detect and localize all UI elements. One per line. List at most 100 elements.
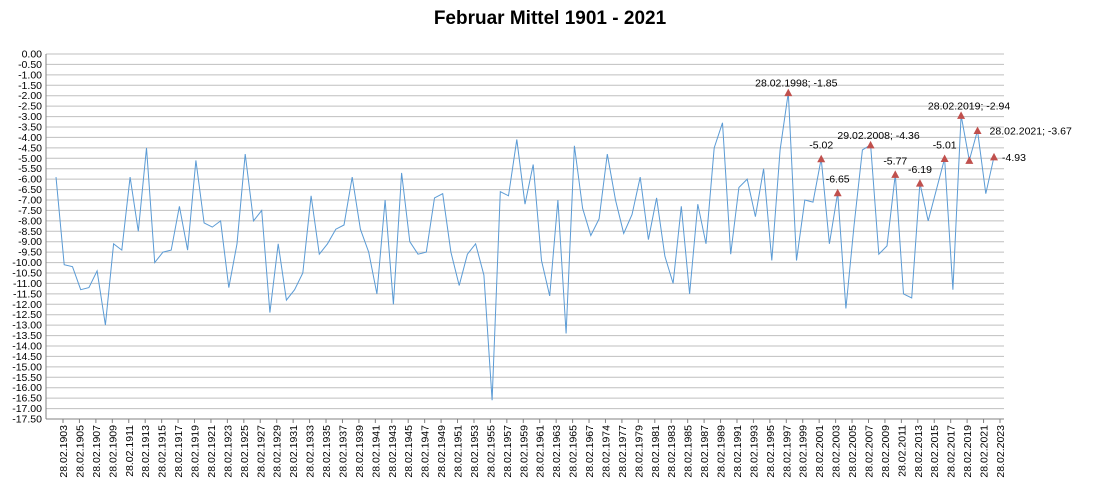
x-tick-label: 28.02.1907 (91, 425, 103, 478)
data-marker (957, 111, 966, 119)
x-tick-label: 28.02.1927 (255, 425, 267, 478)
y-tick-label: -8.00 (18, 215, 42, 227)
x-tick-label: 28.02.1957 (502, 425, 514, 478)
data-marker (973, 126, 982, 135)
x-tick-label: 28.02.1915 (157, 425, 169, 478)
x-tick-label: 28.02.1967 (584, 425, 596, 478)
chart-title: Februar Mittel 1901 - 2021 (433, 8, 667, 29)
data-label: 28.02.2021; -3.67 (990, 126, 1072, 138)
y-tick-label: -8.50 (18, 226, 42, 238)
y-tick-labels: 0.00-0.50-1.00-1.50-2.00-2.50-3.00-3.50-… (12, 49, 42, 426)
y-tick-label: -11.50 (13, 288, 42, 300)
x-tick-label: 28.02.1983 (666, 425, 678, 478)
y-tick-label: -3.00 (18, 111, 42, 123)
data-marker (940, 154, 949, 162)
y-tick-label: -15.00 (12, 361, 42, 373)
x-tick-label: 28.02.1991 (732, 425, 744, 478)
y-tick-label: -1.50 (18, 80, 42, 92)
x-tick-label: 28.02.1913 (140, 425, 152, 478)
annotation-layer: 28.02.1998; -1.85 -5.02 -6.65 29.02.2008; -… (755, 78, 1072, 186)
x-tick-label: 28.02.1945 (403, 425, 415, 478)
data-label: -5.02 (809, 140, 833, 152)
x-tick-label: 28.02.1965 (568, 425, 580, 478)
x-tick-label: 28.02.1943 (387, 425, 399, 478)
x-tick-label: 28.02.1923 (222, 425, 234, 478)
x-tick-label: 28.02.2005 (847, 425, 859, 478)
x-tick-label: 28.02.1955 (485, 425, 497, 478)
data-label: -5.77 (883, 155, 907, 167)
x-tick-label: 28.02.2013 (913, 425, 925, 478)
y-tick-label: -4.50 (18, 142, 42, 154)
x-tick-label: 28.02.1963 (551, 425, 563, 478)
x-tick-label: 28.02.1959 (518, 425, 530, 478)
data-marker (965, 156, 974, 164)
x-tick-label: 28.02.2023 (995, 425, 1007, 478)
y-tick-label: -16.00 (12, 382, 42, 394)
y-tick-label: -12.00 (12, 299, 42, 311)
y-tick-label: -17.00 (12, 403, 42, 415)
x-tick-label: 28.02.1903 (58, 425, 70, 478)
y-tick-label: -9.50 (18, 247, 42, 259)
marker-layer (784, 88, 998, 197)
data-label: 28.02.1998; -1.85 (755, 78, 837, 90)
y-tick-label: -15.50 (12, 372, 42, 384)
x-tick-label: 28.02.1917 (173, 425, 185, 478)
x-tick-label: 28.02.2015 (929, 425, 941, 478)
y-tick-label: -14.50 (12, 351, 42, 363)
x-tick-label: 28.02.1905 (74, 425, 86, 478)
x-tick-label: 28.02.1977 (617, 425, 629, 478)
data-marker (784, 88, 793, 97)
x-tick-label: 28.02.1909 (107, 425, 119, 478)
x-tick-label: 28.02.2007 (863, 425, 875, 478)
y-tick-label: -10.50 (12, 268, 42, 280)
x-tick-label: 28.02.2021 (979, 425, 991, 478)
y-tick-label: -4.00 (18, 132, 42, 144)
y-tick-label: -10.00 (12, 257, 42, 269)
y-tick-label: -11.00 (13, 278, 42, 290)
y-tick-label: -7.50 (18, 205, 42, 217)
data-label: -4.93 (1002, 152, 1026, 164)
y-tick-label: -2.00 (18, 90, 42, 102)
y-tick-label: 0.00 (22, 49, 43, 61)
x-tick-label: 28.02.1935 (321, 425, 333, 478)
data-marker (891, 170, 900, 178)
x-tick-label: 28.02.2009 (880, 425, 892, 478)
x-tick-label: 28.02.1951 (453, 425, 465, 478)
data-marker (817, 154, 826, 163)
x-tick-label: 28.02.1941 (370, 425, 382, 478)
x-tick-label: 28.02.2011 (896, 425, 908, 477)
y-tick-label: -13.00 (12, 320, 42, 332)
x-tick-label: 28.02.1989 (716, 425, 728, 478)
x-tick-label: 28.02.1997 (781, 425, 793, 478)
data-label: 29.02.2008; -4.36 (837, 130, 919, 142)
y-tick-label: -5.50 (18, 163, 42, 175)
x-tick-label: 28.02.1979 (633, 425, 645, 478)
y-tick-label: -13.50 (12, 330, 42, 342)
x-tick-label: 28.02.1974 (600, 425, 612, 478)
y-tick-label: -12.50 (12, 309, 42, 321)
y-tick-label: -17.50 (12, 414, 42, 426)
y-tick-label: -2.50 (18, 101, 42, 113)
data-marker (990, 152, 998, 161)
x-tick-label: 28.02.1985 (683, 425, 695, 478)
y-tick-label: -7.00 (18, 195, 42, 207)
x-tick-label: 28.02.1999 (798, 425, 810, 478)
x-tick-label: 28.02.1925 (239, 425, 251, 478)
x-tick-label: 28.02.1961 (535, 425, 547, 478)
grid-lines (46, 53, 1004, 420)
x-tick-label: 28.02.1993 (748, 425, 760, 478)
x-tick-label: 28.02.1987 (699, 425, 711, 478)
data-label: -6.65 (826, 174, 850, 186)
y-tick-label: -14.00 (12, 341, 42, 353)
data-marker (833, 188, 842, 197)
x-tick-label: 28.02.1929 (272, 425, 284, 478)
x-tick-label: 28.02.1933 (305, 425, 317, 478)
x-tick-label: 28.02.1911 (124, 425, 136, 477)
x-tick-label: 28.02.1939 (354, 425, 366, 478)
x-tick-label: 28.02.1949 (436, 425, 448, 478)
y-tick-label: -9.00 (18, 236, 42, 248)
x-tick-label: 28.02.1953 (469, 425, 481, 478)
data-marker (866, 140, 875, 149)
data-label: -5.01 (933, 139, 957, 151)
